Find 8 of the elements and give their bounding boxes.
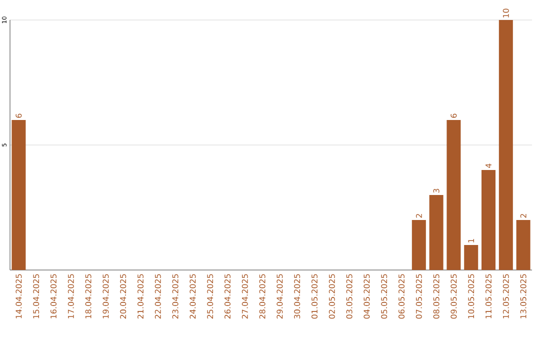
bar (516, 220, 530, 270)
bar (412, 220, 426, 270)
bar (464, 245, 478, 270)
bar (429, 195, 444, 270)
bar (498, 20, 513, 270)
bar (446, 120, 461, 270)
bar (12, 120, 26, 270)
bar (482, 170, 496, 270)
